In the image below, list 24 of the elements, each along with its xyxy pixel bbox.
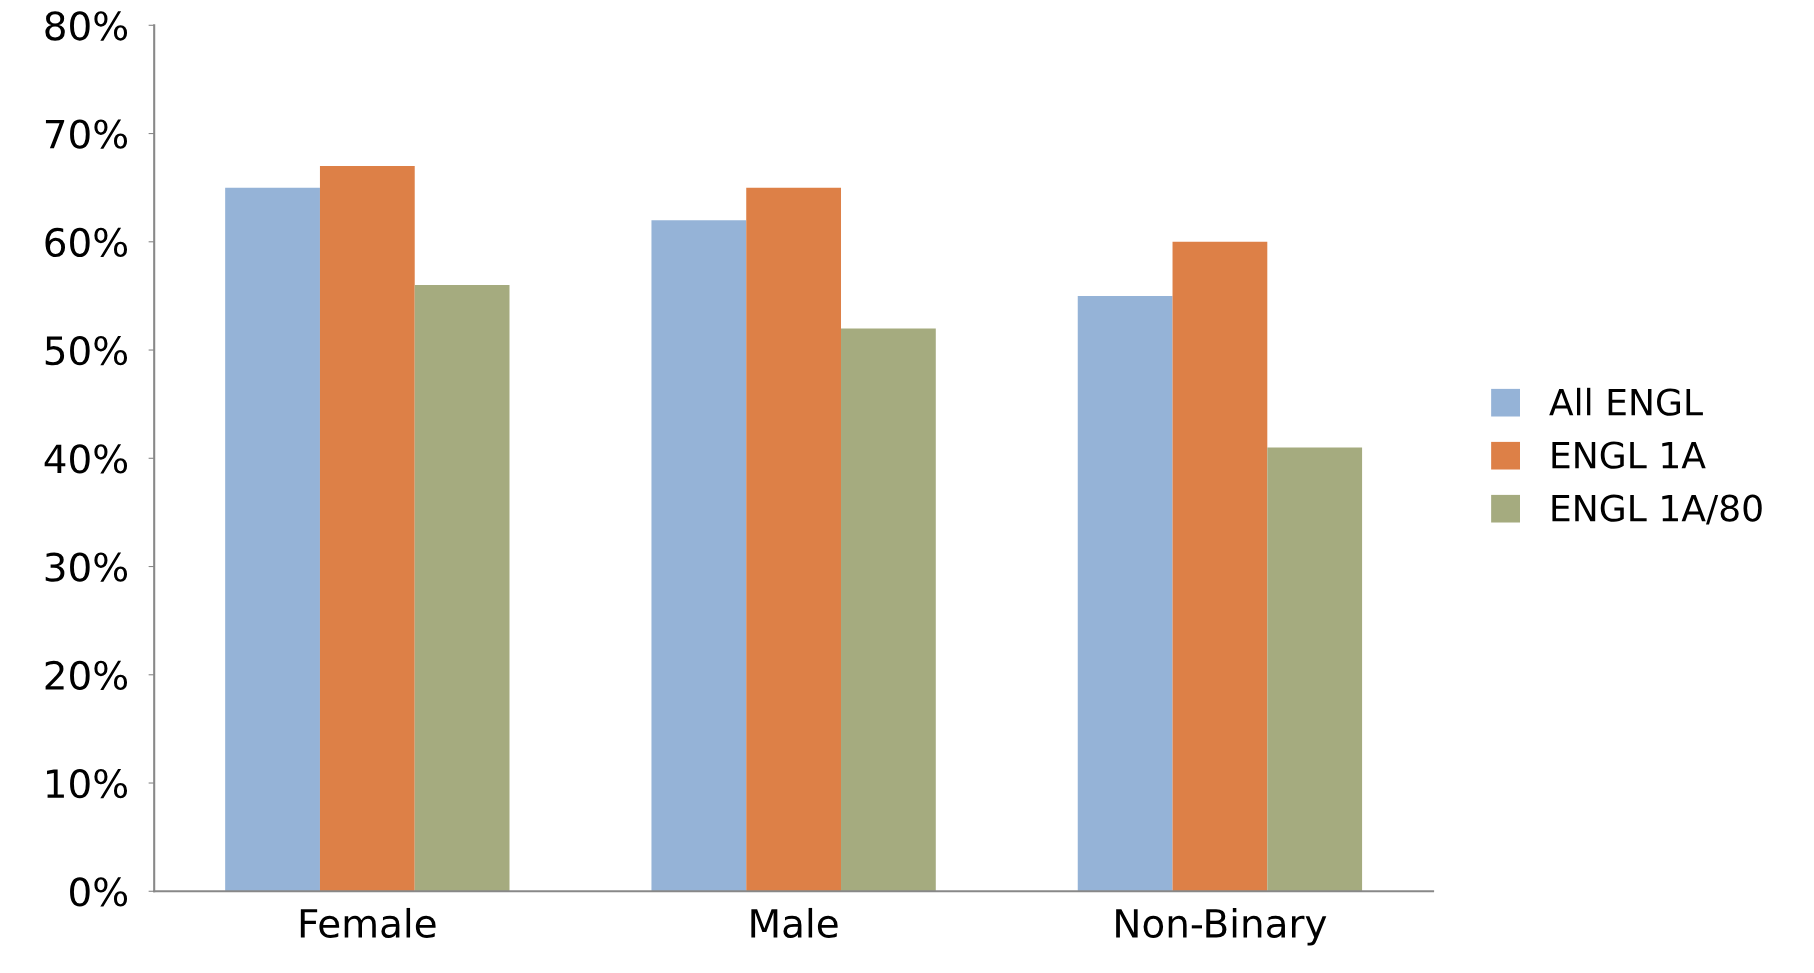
legend-label: All ENGL: [1549, 387, 1703, 416]
bar: [1077, 295, 1173, 892]
bar: [651, 220, 747, 892]
x-tick-label: Female: [300, 907, 436, 939]
y-tick-label: 10%: [47, 768, 128, 799]
y-tick-label: 50%: [45, 335, 128, 366]
x-tick-label: Non-Binary: [1116, 907, 1327, 946]
legend-label: ENGL 1A/80: [1552, 494, 1762, 525]
y-tick-label: 30%: [45, 552, 128, 582]
y-tick-label: 20%: [45, 660, 128, 691]
bar: [841, 328, 936, 892]
bar: [1267, 447, 1363, 892]
bar: [1172, 241, 1268, 892]
bar: [319, 166, 415, 892]
x-tick-label: Male: [751, 907, 838, 939]
y-tick-label: 80%: [45, 11, 128, 41]
y-tick-label: 60%: [45, 227, 128, 258]
y-tick-label: 0%: [70, 877, 128, 907]
y-tick-label: 70%: [45, 119, 128, 149]
legend-label: ENGL 1A: [1552, 441, 1706, 469]
y-tick-label: 40%: [44, 444, 128, 474]
bar: [414, 285, 510, 892]
bar: [225, 187, 320, 892]
bar: [746, 187, 842, 892]
